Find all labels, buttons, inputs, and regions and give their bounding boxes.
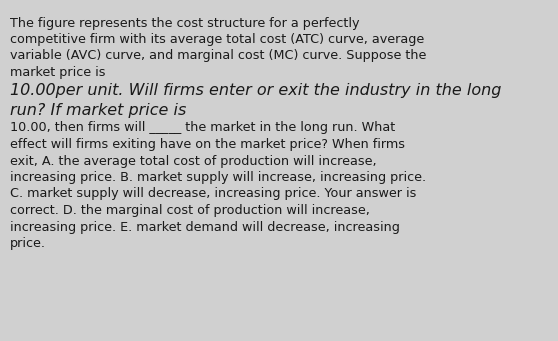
Text: variable (AVC) curve, and marginal cost (MC) curve. Suppose the: variable (AVC) curve, and marginal cost … [10, 49, 426, 62]
Text: increasing price. B. market supply will increase, increasing price.: increasing price. B. market supply will … [10, 171, 426, 184]
Text: competitive firm with its average total cost (ATC) curve, average: competitive firm with its average total … [10, 33, 424, 46]
Text: price.: price. [10, 237, 46, 250]
Text: 10.00, then firms will _____ the market in the long run. What: 10.00, then firms will _____ the market … [10, 121, 395, 134]
Text: The figure represents the cost structure for a perfectly: The figure represents the cost structure… [10, 16, 359, 30]
Text: C. market supply will decrease, increasing price. Your answer is: C. market supply will decrease, increasi… [10, 188, 416, 201]
Text: market price is: market price is [10, 66, 105, 79]
Text: effect will firms exiting have on the market price? When firms: effect will firms exiting have on the ma… [10, 138, 405, 151]
Text: 10.00per unit. Will firms enter or exit the industry in the long: 10.00per unit. Will firms enter or exit … [10, 84, 502, 99]
Text: run? If market price is: run? If market price is [10, 103, 186, 118]
Text: exit, A. the average total cost of production will increase,: exit, A. the average total cost of produ… [10, 154, 377, 167]
Text: correct. D. the marginal cost of production will increase,: correct. D. the marginal cost of product… [10, 204, 370, 217]
Text: increasing price. E. market demand will decrease, increasing: increasing price. E. market demand will … [10, 221, 400, 234]
